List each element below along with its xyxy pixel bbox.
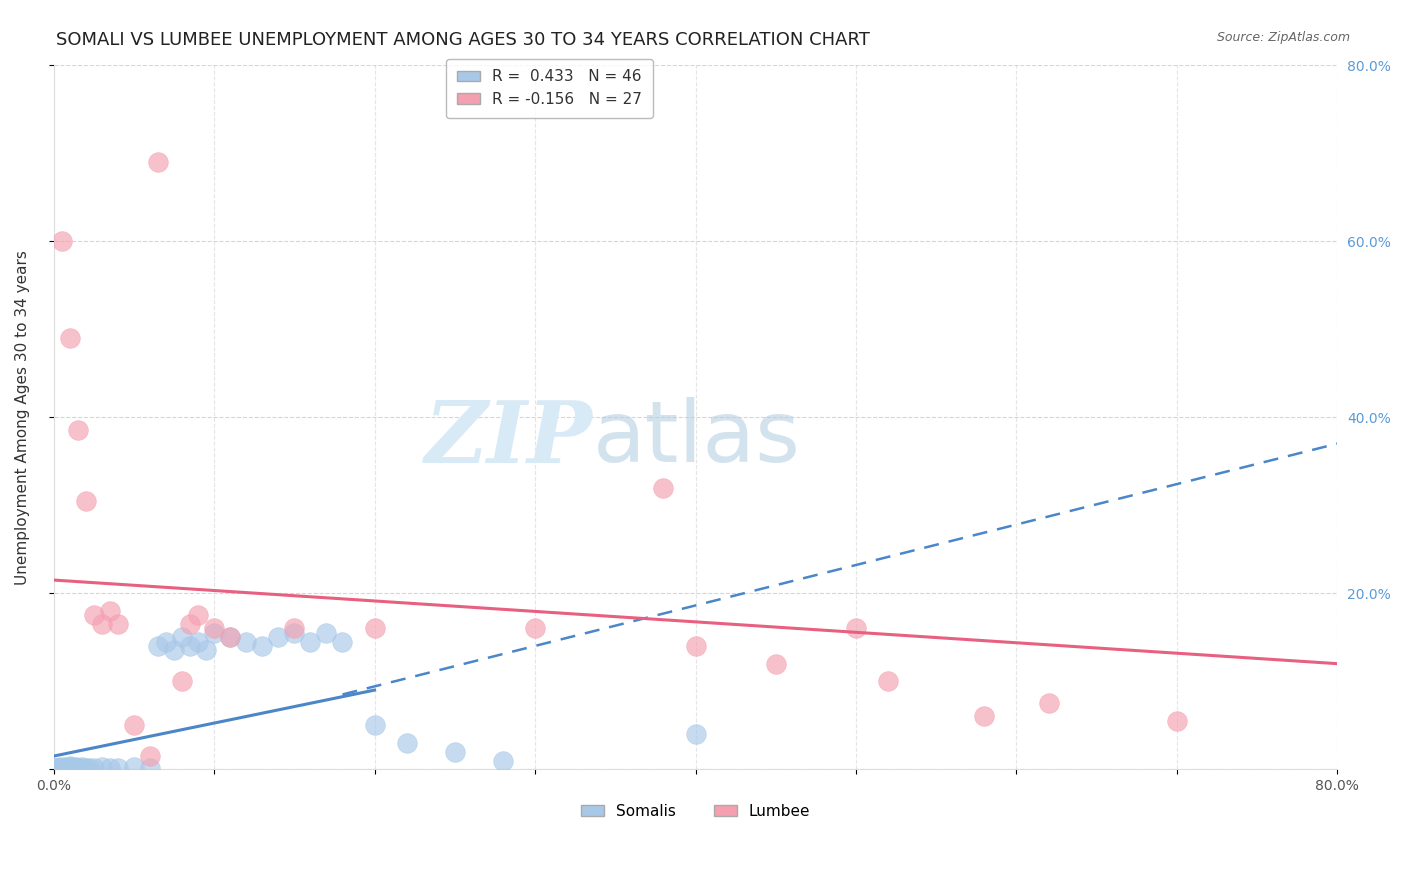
Point — [49, 759, 72, 773]
Point — [65, 759, 87, 773]
Point — [219, 630, 242, 644]
Point — [155, 634, 177, 648]
Point — [179, 639, 201, 653]
Point — [187, 634, 209, 648]
Point — [685, 639, 707, 653]
Point — [395, 736, 418, 750]
Point — [48, 761, 70, 775]
Text: SOMALI VS LUMBEE UNEMPLOYMENT AMONG AGES 30 TO 34 YEARS CORRELATION CHART: SOMALI VS LUMBEE UNEMPLOYMENT AMONG AGES… — [56, 31, 870, 49]
Point — [146, 639, 169, 653]
Point — [363, 718, 385, 732]
Point — [170, 630, 193, 644]
Point — [44, 761, 66, 775]
Point — [195, 643, 218, 657]
Point — [59, 331, 82, 345]
Point — [75, 493, 97, 508]
Point — [62, 760, 84, 774]
Point — [1038, 696, 1060, 710]
Point — [845, 622, 868, 636]
Point — [524, 622, 547, 636]
Point — [52, 761, 75, 775]
Point — [146, 155, 169, 169]
Point — [283, 622, 305, 636]
Point — [652, 481, 675, 495]
Point — [51, 234, 73, 248]
Point — [83, 760, 105, 774]
Point — [122, 718, 145, 732]
Point — [315, 625, 337, 640]
Point — [107, 617, 129, 632]
Text: atlas: atlas — [593, 397, 801, 480]
Point — [1166, 714, 1188, 728]
Point — [59, 759, 82, 773]
Point — [170, 674, 193, 689]
Point — [252, 639, 274, 653]
Point — [107, 760, 129, 774]
Point — [45, 760, 67, 774]
Point — [75, 760, 97, 774]
Point — [63, 761, 86, 775]
Point — [55, 760, 77, 774]
Point — [332, 634, 354, 648]
Point — [202, 625, 225, 640]
Point — [90, 617, 112, 632]
Point — [83, 608, 105, 623]
Point — [765, 657, 787, 671]
Point — [72, 759, 94, 773]
Point — [219, 630, 242, 644]
Point — [56, 761, 79, 775]
Point — [179, 617, 201, 632]
Point — [235, 634, 257, 648]
Legend: Somalis, Lumbee: Somalis, Lumbee — [575, 797, 817, 825]
Point — [66, 424, 89, 438]
Point — [60, 759, 83, 773]
Point — [67, 761, 90, 775]
Point — [53, 759, 76, 773]
Point — [283, 625, 305, 640]
Point — [267, 630, 290, 644]
Point — [363, 622, 385, 636]
Point — [139, 749, 162, 764]
Point — [202, 622, 225, 636]
Point — [98, 761, 121, 775]
Point — [122, 759, 145, 773]
Point — [66, 760, 89, 774]
Point — [299, 634, 322, 648]
Point — [685, 727, 707, 741]
Y-axis label: Unemployment Among Ages 30 to 34 years: Unemployment Among Ages 30 to 34 years — [15, 250, 30, 584]
Point — [98, 604, 121, 618]
Text: Source: ZipAtlas.com: Source: ZipAtlas.com — [1216, 31, 1350, 45]
Point — [443, 745, 465, 759]
Point — [51, 760, 73, 774]
Point — [492, 754, 515, 768]
Point — [973, 709, 995, 723]
Text: ZIP: ZIP — [425, 397, 593, 480]
Point — [77, 761, 100, 775]
Point — [90, 759, 112, 773]
Point — [877, 674, 900, 689]
Point — [163, 643, 186, 657]
Point — [139, 761, 162, 775]
Point — [187, 608, 209, 623]
